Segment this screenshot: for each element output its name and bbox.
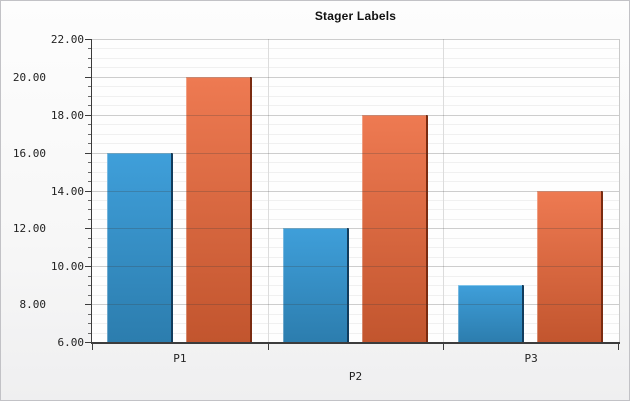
y-axis-minor-tick: [88, 247, 91, 249]
y-axis-minor-tick: [88, 275, 91, 277]
y-gridline-minor: [92, 209, 619, 211]
y-axis-major-tick: [85, 228, 91, 230]
bar-series-orange-P3[interactable]: [537, 190, 604, 342]
y-gridline-minor: [92, 181, 619, 183]
y-gridline-minor: [92, 48, 619, 50]
y-gridline-minor: [92, 86, 619, 88]
y-axis-minor-tick: [88, 57, 91, 59]
y-axis-major-tick: [85, 304, 91, 306]
y-gridline-minor: [92, 105, 619, 107]
y-gridline-major: [92, 266, 619, 268]
y-gridline-minor: [92, 199, 619, 201]
y-gridline-minor: [92, 171, 619, 173]
bar-series-orange-P1[interactable]: [186, 76, 252, 342]
y-gridline-minor: [92, 67, 619, 69]
y-axis-label: 6.00: [57, 336, 85, 349]
y-gridline-major: [92, 114, 619, 116]
y-gridline-minor: [92, 294, 619, 296]
y-axis-minor-tick: [88, 199, 91, 201]
y-axis-minor-tick: [88, 237, 91, 239]
y-gridline-minor: [92, 275, 619, 277]
y-axis-minor-tick: [88, 323, 91, 325]
y-gridline-minor: [92, 57, 619, 59]
y-axis-minor-tick: [88, 95, 91, 97]
y-axis-major-tick: [85, 114, 91, 116]
y-gridline-major: [92, 228, 619, 230]
y-axis-label: 16.00: [12, 146, 46, 160]
y-gridline-major: [92, 152, 619, 154]
y-axis-major-tick: [85, 342, 91, 343]
y-axis-major-tick: [85, 266, 91, 268]
y-axis-minor-tick: [88, 209, 91, 211]
y-axis-minor-tick: [88, 124, 91, 126]
plot-area: [92, 39, 620, 342]
y-axis-minor-tick: [88, 313, 91, 315]
y-axis-minor-tick: [88, 171, 91, 173]
y-gridline-minor: [92, 323, 619, 325]
y-gridline-minor: [92, 332, 619, 334]
category-separator: [267, 39, 269, 342]
x-axis-tick: [443, 344, 445, 350]
y-gridline-minor: [92, 95, 619, 97]
y-axis-minor-tick: [88, 86, 91, 88]
y-axis-minor-tick: [88, 218, 91, 220]
x-axis-label-P1: P1: [173, 352, 187, 365]
y-axis-minor-tick: [88, 294, 91, 296]
y-gridline-minor: [92, 143, 619, 145]
y-gridline-minor: [92, 124, 619, 126]
x-axis-tick: [92, 344, 93, 350]
y-gridline-major: [92, 39, 619, 40]
y-gridline-major: [92, 304, 619, 306]
x-axis-label-P2: P2: [348, 370, 363, 383]
y-axis-minor-tick: [88, 143, 91, 145]
bar-series-orange-P2[interactable]: [361, 114, 428, 342]
y-axis-minor-tick: [88, 105, 91, 107]
bar-series-blue-P3[interactable]: [458, 285, 525, 342]
y-axis-minor-tick: [88, 162, 91, 164]
bar-series-blue-P1[interactable]: [107, 152, 173, 342]
y-axis-minor-tick: [88, 67, 91, 69]
y-gridline-minor: [92, 133, 619, 135]
y-axis-label: 18.00: [50, 108, 84, 122]
x-axis-tick: [267, 344, 269, 350]
y-axis-major-tick: [85, 39, 91, 40]
y-gridline-minor: [92, 237, 619, 239]
chart-title: Stager Labels: [314, 9, 397, 23]
category-separator: [443, 39, 445, 342]
y-axis-minor-tick: [88, 133, 91, 135]
y-axis-label: 20.00: [12, 70, 46, 84]
y-gridline-minor: [92, 247, 619, 249]
y-gridline-minor: [92, 313, 619, 315]
y-axis-label: 14.00: [50, 184, 84, 198]
y-axis-label: 10.00: [50, 260, 84, 274]
y-axis-minor-tick: [88, 256, 91, 258]
y-axis-minor-tick: [88, 48, 91, 50]
y-axis-major-tick: [85, 152, 91, 154]
x-axis-tick: [618, 344, 619, 350]
y-axis-major-tick: [85, 76, 91, 78]
y-axis-minor-tick: [88, 181, 91, 183]
y-gridline-major: [92, 190, 619, 192]
x-axis-line: [92, 342, 620, 344]
y-axis-major-tick: [85, 190, 91, 192]
y-gridline-minor: [92, 285, 619, 287]
y-gridline-minor: [92, 162, 619, 164]
x-axis-label-P3: P3: [524, 352, 538, 365]
bar-series-blue-P2[interactable]: [282, 228, 349, 342]
y-axis-line: [91, 39, 92, 344]
y-axis-label: 8.00: [19, 298, 47, 312]
y-axis-label: 12.00: [12, 222, 46, 236]
y-gridline-minor: [92, 256, 619, 258]
y-axis-label: 22.00: [50, 33, 84, 46]
y-gridline-minor: [92, 218, 619, 220]
y-gridline-major: [92, 76, 619, 78]
y-axis-minor-tick: [88, 332, 91, 334]
y-axis-minor-tick: [88, 285, 91, 287]
